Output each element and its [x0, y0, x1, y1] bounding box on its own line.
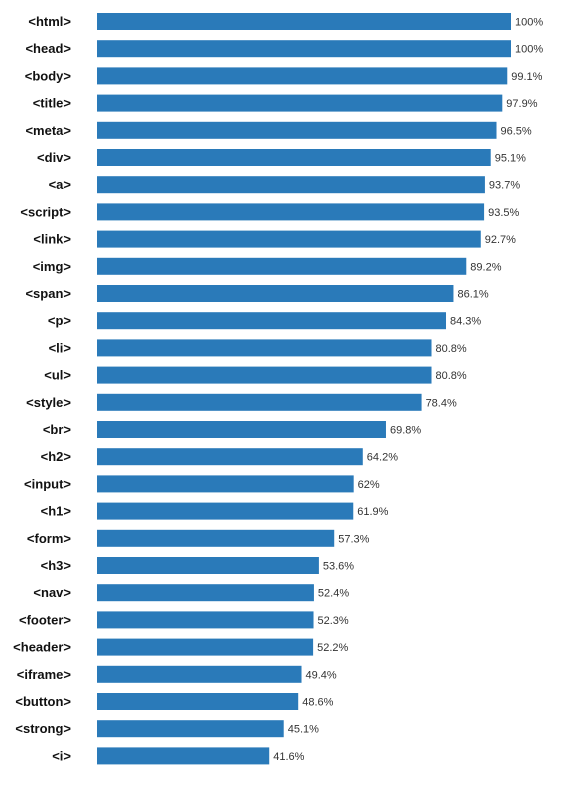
category-label: <br> — [43, 422, 72, 437]
bar — [97, 421, 386, 438]
category-label: <input> — [24, 476, 71, 491]
value-label: 100% — [515, 44, 543, 56]
value-label: 45.1% — [288, 724, 319, 736]
value-label: 53.6% — [323, 561, 354, 573]
category-label: <p> — [48, 313, 72, 328]
category-label: <footer> — [19, 612, 71, 627]
category-label: <strong> — [15, 721, 71, 736]
value-label: 95.1% — [495, 153, 526, 165]
value-label: 52.4% — [318, 588, 349, 600]
bar — [97, 611, 314, 629]
bar — [97, 584, 314, 602]
bar — [97, 475, 354, 493]
bar — [97, 448, 363, 466]
category-label: <script> — [20, 204, 71, 219]
bar — [97, 529, 335, 547]
bar — [97, 230, 481, 248]
value-label: 92.7% — [485, 234, 516, 246]
bar — [97, 176, 485, 194]
value-label: 48.6% — [302, 697, 333, 709]
category-label: <a> — [49, 177, 72, 192]
value-label: 89.2% — [470, 261, 501, 273]
bar — [97, 67, 508, 85]
bar — [97, 557, 319, 574]
value-label: 80.8% — [436, 370, 467, 382]
category-label: <span> — [25, 286, 71, 301]
bar — [97, 203, 485, 221]
value-label: 97.9% — [506, 98, 537, 110]
value-label: 93.5% — [488, 207, 519, 219]
bar — [97, 285, 454, 302]
category-label: <form> — [27, 531, 71, 546]
bar — [97, 502, 354, 520]
bar — [97, 312, 447, 330]
category-label: <iframe> — [17, 667, 72, 682]
category-label: <nav> — [33, 585, 71, 600]
bar — [97, 747, 270, 765]
category-label: <img> — [33, 259, 72, 274]
bar — [97, 121, 497, 139]
value-label: 93.7% — [489, 180, 520, 192]
value-label: 80.8% — [436, 343, 467, 355]
value-label: 96.5% — [501, 125, 532, 137]
value-label: 78.4% — [426, 397, 457, 409]
category-label: <head> — [25, 41, 71, 56]
value-label: 64.2% — [367, 452, 398, 464]
category-label: <ul> — [44, 368, 71, 383]
value-label: 41.6% — [273, 751, 304, 763]
value-label: 49.4% — [306, 669, 337, 681]
bar — [97, 366, 432, 384]
bar — [97, 693, 299, 710]
bar — [97, 257, 467, 275]
category-label: <li> — [49, 340, 72, 355]
value-label: 57.3% — [338, 533, 369, 545]
value-label: 52.3% — [318, 615, 349, 627]
category-label: <h2> — [41, 449, 72, 464]
bar — [97, 665, 302, 683]
value-label: 100% — [515, 17, 543, 29]
category-label: <div> — [37, 150, 71, 165]
bar — [97, 339, 432, 357]
bar — [97, 720, 284, 738]
category-label: <header> — [13, 640, 71, 655]
bar — [97, 149, 491, 166]
bar — [97, 94, 503, 112]
category-label: <body> — [25, 68, 72, 83]
bar — [97, 638, 314, 656]
value-label: 52.2% — [317, 642, 348, 654]
value-label: 99.1% — [511, 71, 542, 83]
value-label: 86.1% — [457, 289, 488, 301]
value-label: 69.8% — [390, 425, 421, 437]
value-label: 61.9% — [357, 506, 388, 518]
category-label: <html> — [28, 14, 71, 29]
category-label: <title> — [33, 96, 72, 111]
value-label: 62% — [358, 479, 380, 491]
category-label: <link> — [33, 232, 71, 247]
bar — [97, 40, 511, 58]
category-label: <button> — [15, 694, 71, 709]
category-label: <meta> — [25, 123, 71, 138]
category-label: <i> — [52, 748, 71, 763]
category-label: <h3> — [41, 558, 72, 573]
category-label: <h1> — [41, 504, 72, 519]
bar — [97, 393, 422, 411]
category-label: <style> — [26, 395, 71, 410]
bar — [97, 13, 511, 30]
value-label: 84.3% — [450, 316, 481, 328]
